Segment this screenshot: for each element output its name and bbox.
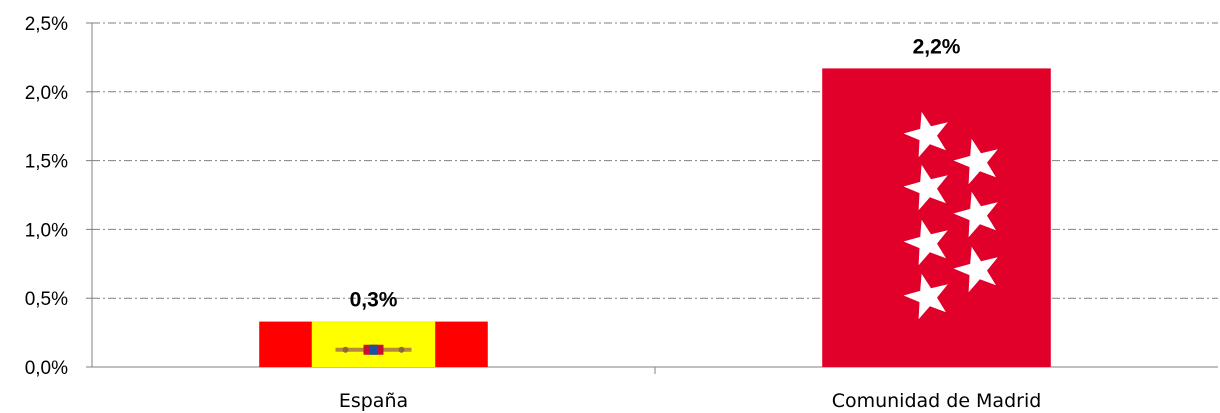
spain-flag-yellow xyxy=(311,321,436,367)
star-icon xyxy=(903,273,948,320)
bars xyxy=(259,68,1051,368)
y-tick-labels: 0,0% 0,5% 1,0% 1,5% 2,0% 2,5% xyxy=(25,14,656,379)
y-tick-label: 1,0% xyxy=(25,220,68,241)
madrid-stars xyxy=(903,111,998,320)
star-icon xyxy=(903,164,948,211)
star-icon xyxy=(903,219,948,266)
data-labels: 0,3% 2,2% xyxy=(350,35,961,311)
y-tick-label: 2,0% xyxy=(25,83,68,104)
gridlines xyxy=(92,22,1218,299)
coat-of-arms-icon xyxy=(335,344,412,355)
y-tick-label: 2,5% xyxy=(25,14,68,35)
bar-comunidad-de-madrid xyxy=(822,68,1051,368)
star-icon xyxy=(953,138,998,185)
data-label: 0,3% xyxy=(350,289,398,312)
star-icon xyxy=(953,191,998,238)
y-tick-label: 1,5% xyxy=(25,152,68,173)
y-tick-label: 0,5% xyxy=(25,289,68,310)
y-tick-label: 0,0% xyxy=(25,358,68,379)
madrid-flag-red xyxy=(822,68,1051,368)
x-category-label: Comunidad de Madrid xyxy=(832,390,1042,412)
x-category-label: España xyxy=(339,390,408,412)
x-category-labels: España Comunidad de Madrid xyxy=(339,390,1041,412)
bar-espana xyxy=(259,321,488,367)
data-label: 2,2% xyxy=(913,35,961,58)
star-icon xyxy=(903,111,948,158)
star-icon xyxy=(953,246,998,293)
